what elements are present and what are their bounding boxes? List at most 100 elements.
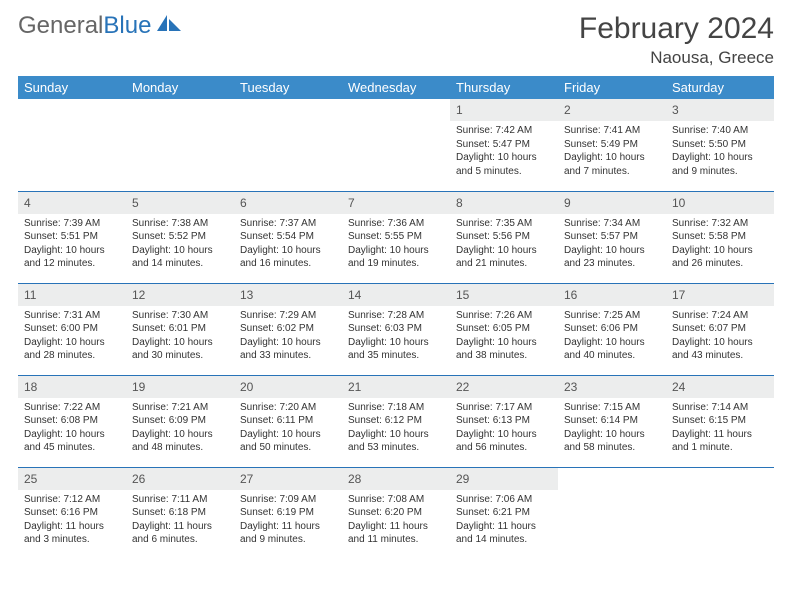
calendar-cell: 5Sunrise: 7:38 AMSunset: 5:52 PMDaylight… xyxy=(126,191,234,283)
calendar-cell: 12Sunrise: 7:30 AMSunset: 6:01 PMDayligh… xyxy=(126,283,234,375)
calendar-cell: 23Sunrise: 7:15 AMSunset: 6:14 PMDayligh… xyxy=(558,375,666,467)
calendar-cell: 8Sunrise: 7:35 AMSunset: 5:56 PMDaylight… xyxy=(450,191,558,283)
day-number: 5 xyxy=(126,192,234,214)
day-info: Sunrise: 7:21 AMSunset: 6:09 PMDaylight:… xyxy=(126,398,234,460)
day-header: Saturday xyxy=(666,76,774,99)
calendar-cell: 27Sunrise: 7:09 AMSunset: 6:19 PMDayligh… xyxy=(234,467,342,559)
day-number: 1 xyxy=(450,99,558,121)
day-number: 13 xyxy=(234,284,342,306)
day-number: 21 xyxy=(342,376,450,398)
calendar-cell: 13Sunrise: 7:29 AMSunset: 6:02 PMDayligh… xyxy=(234,283,342,375)
calendar-cell: 6Sunrise: 7:37 AMSunset: 5:54 PMDaylight… xyxy=(234,191,342,283)
day-info: Sunrise: 7:20 AMSunset: 6:11 PMDaylight:… xyxy=(234,398,342,460)
day-info: Sunrise: 7:28 AMSunset: 6:03 PMDaylight:… xyxy=(342,306,450,368)
calendar-cell: 17Sunrise: 7:24 AMSunset: 6:07 PMDayligh… xyxy=(666,283,774,375)
day-number: 22 xyxy=(450,376,558,398)
calendar-cell: 10Sunrise: 7:32 AMSunset: 5:58 PMDayligh… xyxy=(666,191,774,283)
day-header: Friday xyxy=(558,76,666,99)
day-info: Sunrise: 7:31 AMSunset: 6:00 PMDaylight:… xyxy=(18,306,126,368)
calendar-cell: 21Sunrise: 7:18 AMSunset: 6:12 PMDayligh… xyxy=(342,375,450,467)
day-info: Sunrise: 7:42 AMSunset: 5:47 PMDaylight:… xyxy=(450,121,558,183)
calendar-week: 4Sunrise: 7:39 AMSunset: 5:51 PMDaylight… xyxy=(18,191,774,283)
calendar-week: 11Sunrise: 7:31 AMSunset: 6:00 PMDayligh… xyxy=(18,283,774,375)
day-header: Sunday xyxy=(18,76,126,99)
day-header-row: SundayMondayTuesdayWednesdayThursdayFrid… xyxy=(18,76,774,99)
brand-logo: GeneralBlue xyxy=(18,12,183,40)
day-number: 14 xyxy=(342,284,450,306)
calendar-cell xyxy=(18,99,126,191)
day-number: 8 xyxy=(450,192,558,214)
day-info: Sunrise: 7:24 AMSunset: 6:07 PMDaylight:… xyxy=(666,306,774,368)
day-header: Tuesday xyxy=(234,76,342,99)
day-info: Sunrise: 7:34 AMSunset: 5:57 PMDaylight:… xyxy=(558,214,666,276)
calendar-cell: 28Sunrise: 7:08 AMSunset: 6:20 PMDayligh… xyxy=(342,467,450,559)
day-number: 17 xyxy=(666,284,774,306)
day-number: 15 xyxy=(450,284,558,306)
calendar-week: 18Sunrise: 7:22 AMSunset: 6:08 PMDayligh… xyxy=(18,375,774,467)
day-number: 4 xyxy=(18,192,126,214)
calendar-week: 1Sunrise: 7:42 AMSunset: 5:47 PMDaylight… xyxy=(18,99,774,191)
day-number: 20 xyxy=(234,376,342,398)
calendar-cell xyxy=(234,99,342,191)
calendar-cell: 11Sunrise: 7:31 AMSunset: 6:00 PMDayligh… xyxy=(18,283,126,375)
day-info: Sunrise: 7:11 AMSunset: 6:18 PMDaylight:… xyxy=(126,490,234,552)
day-info: Sunrise: 7:06 AMSunset: 6:21 PMDaylight:… xyxy=(450,490,558,552)
day-number: 11 xyxy=(18,284,126,306)
day-info: Sunrise: 7:41 AMSunset: 5:49 PMDaylight:… xyxy=(558,121,666,183)
day-number: 23 xyxy=(558,376,666,398)
day-number: 19 xyxy=(126,376,234,398)
calendar-cell: 14Sunrise: 7:28 AMSunset: 6:03 PMDayligh… xyxy=(342,283,450,375)
day-number: 26 xyxy=(126,468,234,490)
day-info: Sunrise: 7:08 AMSunset: 6:20 PMDaylight:… xyxy=(342,490,450,552)
day-number: 24 xyxy=(666,376,774,398)
day-number: 25 xyxy=(18,468,126,490)
calendar-cell: 2Sunrise: 7:41 AMSunset: 5:49 PMDaylight… xyxy=(558,99,666,191)
day-info: Sunrise: 7:32 AMSunset: 5:58 PMDaylight:… xyxy=(666,214,774,276)
day-info: Sunrise: 7:30 AMSunset: 6:01 PMDaylight:… xyxy=(126,306,234,368)
calendar-cell: 29Sunrise: 7:06 AMSunset: 6:21 PMDayligh… xyxy=(450,467,558,559)
day-number: 6 xyxy=(234,192,342,214)
day-info: Sunrise: 7:17 AMSunset: 6:13 PMDaylight:… xyxy=(450,398,558,460)
title-block: February 2024 Naousa, Greece xyxy=(579,12,774,68)
calendar-cell xyxy=(342,99,450,191)
day-info: Sunrise: 7:37 AMSunset: 5:54 PMDaylight:… xyxy=(234,214,342,276)
calendar-cell: 9Sunrise: 7:34 AMSunset: 5:57 PMDaylight… xyxy=(558,191,666,283)
calendar-cell: 16Sunrise: 7:25 AMSunset: 6:06 PMDayligh… xyxy=(558,283,666,375)
sail-icon xyxy=(155,12,183,40)
calendar-cell: 3Sunrise: 7:40 AMSunset: 5:50 PMDaylight… xyxy=(666,99,774,191)
location: Naousa, Greece xyxy=(579,48,774,68)
calendar-cell: 7Sunrise: 7:36 AMSunset: 5:55 PMDaylight… xyxy=(342,191,450,283)
day-info: Sunrise: 7:12 AMSunset: 6:16 PMDaylight:… xyxy=(18,490,126,552)
day-header: Monday xyxy=(126,76,234,99)
month-title: February 2024 xyxy=(579,12,774,46)
calendar-cell: 20Sunrise: 7:20 AMSunset: 6:11 PMDayligh… xyxy=(234,375,342,467)
day-info: Sunrise: 7:36 AMSunset: 5:55 PMDaylight:… xyxy=(342,214,450,276)
calendar-cell: 26Sunrise: 7:11 AMSunset: 6:18 PMDayligh… xyxy=(126,467,234,559)
day-info: Sunrise: 7:29 AMSunset: 6:02 PMDaylight:… xyxy=(234,306,342,368)
day-number: 12 xyxy=(126,284,234,306)
brand-text-2: Blue xyxy=(103,12,151,40)
calendar-cell: 4Sunrise: 7:39 AMSunset: 5:51 PMDaylight… xyxy=(18,191,126,283)
day-info: Sunrise: 7:25 AMSunset: 6:06 PMDaylight:… xyxy=(558,306,666,368)
day-number: 7 xyxy=(342,192,450,214)
day-info: Sunrise: 7:22 AMSunset: 6:08 PMDaylight:… xyxy=(18,398,126,460)
calendar-week: 25Sunrise: 7:12 AMSunset: 6:16 PMDayligh… xyxy=(18,467,774,559)
calendar-cell: 22Sunrise: 7:17 AMSunset: 6:13 PMDayligh… xyxy=(450,375,558,467)
calendar-cell xyxy=(666,467,774,559)
day-info: Sunrise: 7:15 AMSunset: 6:14 PMDaylight:… xyxy=(558,398,666,460)
day-header: Wednesday xyxy=(342,76,450,99)
brand-text-1: General xyxy=(18,12,103,40)
day-info: Sunrise: 7:18 AMSunset: 6:12 PMDaylight:… xyxy=(342,398,450,460)
calendar-cell: 15Sunrise: 7:26 AMSunset: 6:05 PMDayligh… xyxy=(450,283,558,375)
day-info: Sunrise: 7:14 AMSunset: 6:15 PMDaylight:… xyxy=(666,398,774,460)
day-number: 28 xyxy=(342,468,450,490)
calendar-cell: 25Sunrise: 7:12 AMSunset: 6:16 PMDayligh… xyxy=(18,467,126,559)
calendar-table: SundayMondayTuesdayWednesdayThursdayFrid… xyxy=(18,76,774,559)
day-number: 3 xyxy=(666,99,774,121)
day-number: 10 xyxy=(666,192,774,214)
calendar-cell: 24Sunrise: 7:14 AMSunset: 6:15 PMDayligh… xyxy=(666,375,774,467)
day-info: Sunrise: 7:09 AMSunset: 6:19 PMDaylight:… xyxy=(234,490,342,552)
day-info: Sunrise: 7:40 AMSunset: 5:50 PMDaylight:… xyxy=(666,121,774,183)
calendar-cell: 19Sunrise: 7:21 AMSunset: 6:09 PMDayligh… xyxy=(126,375,234,467)
day-number: 29 xyxy=(450,468,558,490)
